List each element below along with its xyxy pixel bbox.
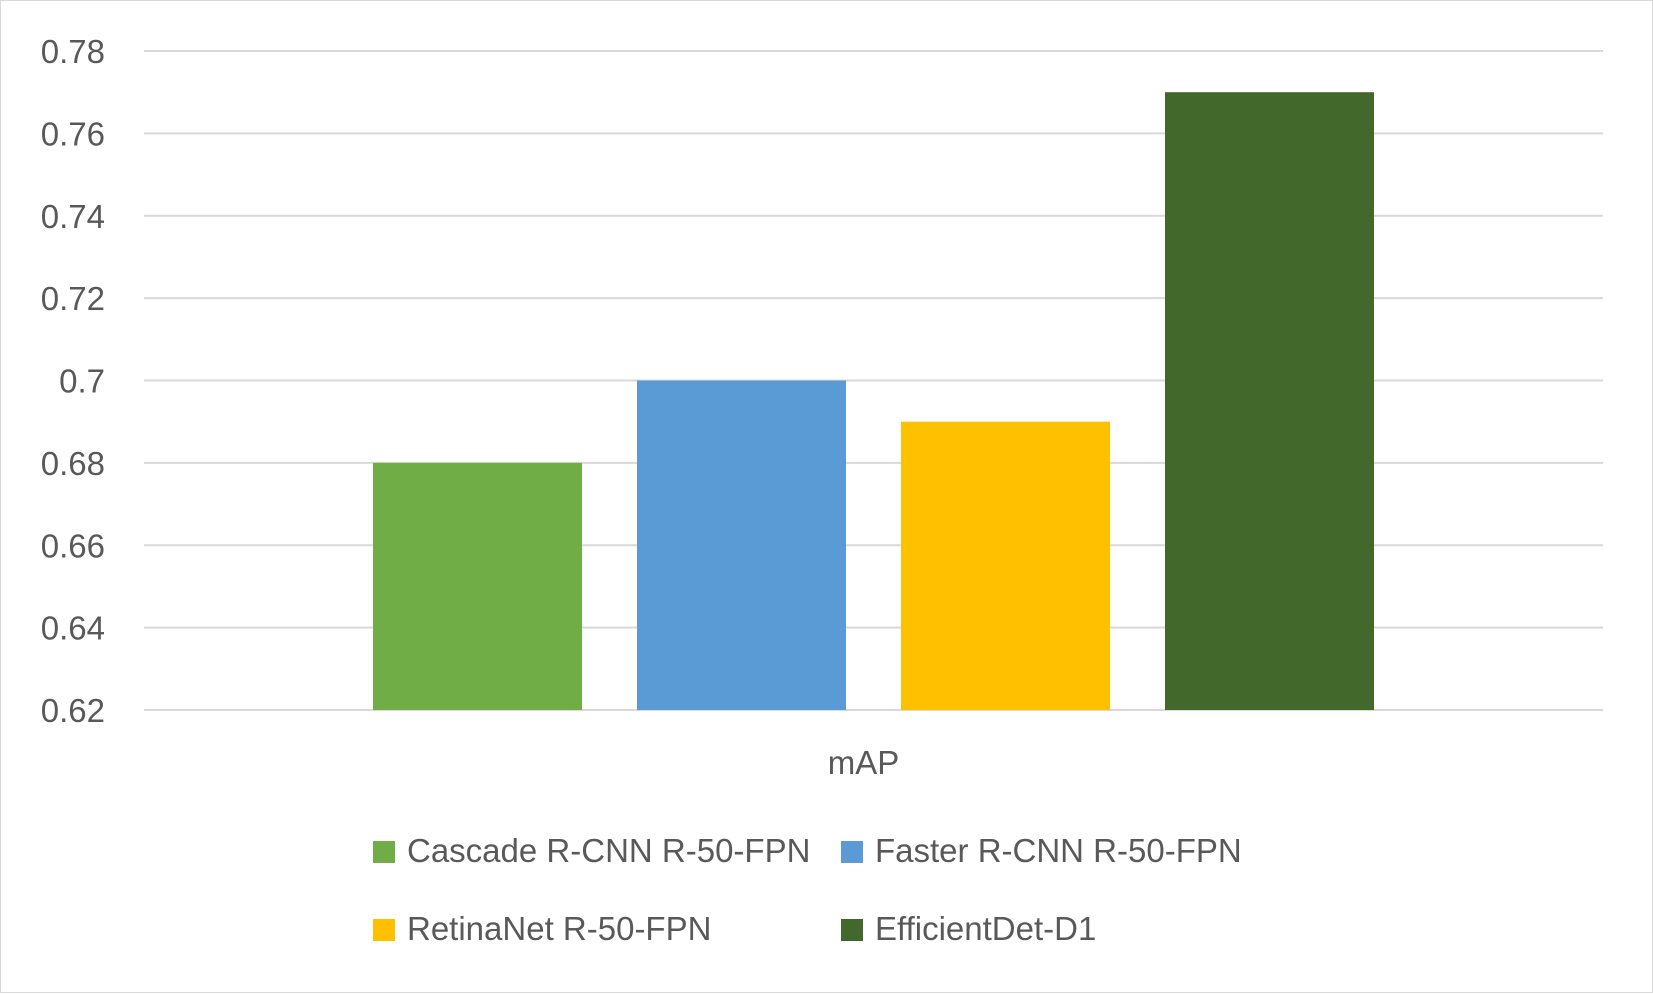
- y-tick-label: 0.72: [41, 280, 105, 317]
- y-tick-label: 0.62: [41, 692, 105, 729]
- bar-cascade-r-cnn-r-50-fpn: [373, 462, 582, 710]
- legend-swatch: [373, 919, 395, 941]
- y-tick-label: 0.74: [41, 198, 105, 235]
- y-tick-label: 0.76: [41, 115, 105, 152]
- legend-label: Cascade R-CNN R-50-FPN: [407, 832, 810, 869]
- legend: Cascade R-CNN R-50-FPN Faster R-CNN R-50-…: [373, 832, 1242, 947]
- legend-label: Faster R-CNN R-50-FPN: [875, 832, 1242, 869]
- y-tick-label: 0.66: [41, 527, 105, 564]
- legend-swatch: [373, 841, 395, 863]
- y-tick-label: 0.7: [59, 363, 105, 400]
- legend-label: EfficientDet-D1: [875, 910, 1096, 947]
- legend-swatch: [841, 841, 863, 863]
- x-category-label: mAP: [828, 744, 900, 781]
- bar-efficientdet-d1: [1165, 92, 1374, 710]
- y-tick-label: 0.68: [41, 445, 105, 482]
- gridlines: [144, 50, 1603, 711]
- y-axis-ticks: 0.62 0.64 0.66 0.68 0.7 0.72 0.74 0.76 0.78: [41, 33, 105, 729]
- y-tick-label: 0.64: [41, 610, 105, 647]
- y-tick-label: 0.78: [41, 33, 105, 70]
- legend-swatch: [841, 919, 863, 941]
- legend-label: RetinaNet R-50-FPN: [407, 910, 711, 947]
- bars: [373, 92, 1374, 710]
- bar-faster-r-cnn-r-50-fpn: [637, 380, 846, 710]
- bar-retinanet-r-50-fpn: [901, 421, 1110, 710]
- x-axis-categories: mAP: [828, 744, 900, 781]
